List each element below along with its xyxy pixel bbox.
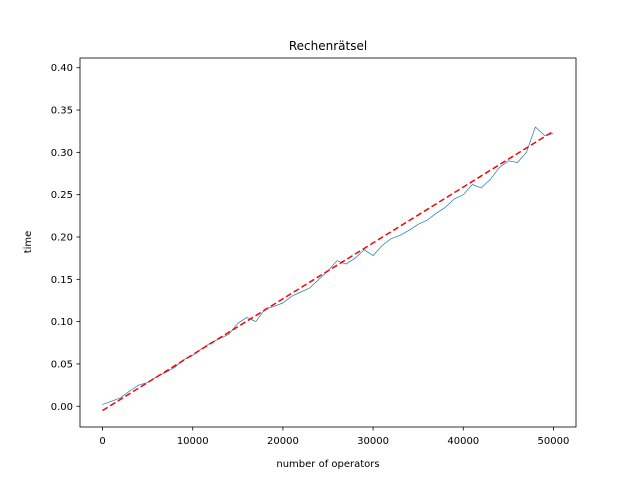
y-tick-label: 0.05: [51, 359, 73, 370]
x-axis: 0 10000 20000 30000 40000 50000: [99, 427, 569, 447]
x-tick-label: 40000: [447, 436, 479, 447]
x-axis-label: number of operators: [276, 459, 379, 470]
chart-title: Rechenrätsel: [289, 39, 367, 53]
y-tick-label: 0.40: [51, 63, 73, 74]
y-tick-label: 0.35: [51, 106, 73, 117]
y-tick-label: 0.10: [51, 317, 73, 328]
x-tick-label: 50000: [538, 436, 570, 447]
y-axis: 0.00 0.05 0.10 0.15 0.20 0.25 0.30 0.35 0.40: [51, 63, 80, 413]
y-tick-label: 0.15: [51, 275, 73, 286]
axes-frame: [79, 57, 577, 428]
y-tick-label: 0.20: [51, 232, 73, 243]
y-tick-label: 0.25: [51, 190, 73, 201]
x-tick-label: 10000: [177, 436, 209, 447]
x-tick-label: 20000: [267, 436, 299, 447]
plot-area: [79, 57, 577, 428]
x-tick-label: 30000: [357, 436, 389, 447]
series-layer: [102, 126, 554, 412]
y-tick-label: 0.30: [51, 148, 73, 159]
x-tick-label: 0: [99, 436, 105, 447]
y-tick-label: 0.00: [51, 402, 73, 413]
fit-line: [102, 130, 554, 412]
y-axis-label: time: [23, 231, 34, 254]
